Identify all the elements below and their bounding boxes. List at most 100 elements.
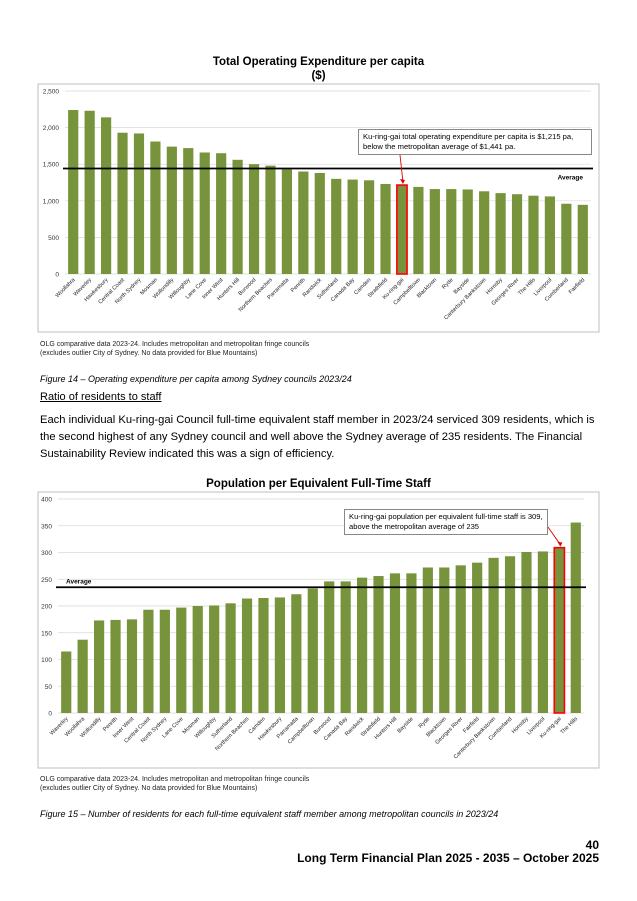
chart2-annotation-arrowhead bbox=[557, 541, 563, 547]
chart1-y-tick-label: 500 bbox=[48, 235, 59, 242]
chart1-frame bbox=[37, 83, 600, 333]
chart1-title: Total Operating Expenditure per capita bbox=[212, 56, 425, 68]
chart1-bar bbox=[314, 172, 325, 274]
chart2-bar bbox=[159, 609, 170, 713]
chart2-bar bbox=[553, 546, 566, 714]
chart2-x-tick-label: The Hills bbox=[560, 716, 580, 736]
chart2-bar bbox=[176, 607, 187, 713]
chart1-y-tick-label: 2,000 bbox=[43, 125, 60, 132]
chart2-note-2: (excludes outlier City of Sydney. No dat… bbox=[40, 785, 258, 792]
chart2-bar bbox=[241, 598, 253, 713]
chart2-bar bbox=[93, 620, 105, 713]
chart1-annotation-text: Ku-ring-gai total operating expenditure … bbox=[363, 132, 574, 151]
chart2-annotation-text: Ku-ring-gai population per equivalent fu… bbox=[349, 512, 543, 531]
chart1-bar bbox=[413, 186, 424, 274]
document-title: Long Term Financial Plan 2025 - 2035 – O… bbox=[297, 851, 599, 865]
chart2-bar bbox=[61, 651, 72, 713]
chart2-bar bbox=[209, 605, 220, 713]
chart1-bar bbox=[68, 110, 79, 274]
chart1-bar bbox=[528, 195, 539, 274]
chart2-bar bbox=[192, 606, 203, 713]
chart1-bar bbox=[380, 183, 391, 274]
chart1-bar bbox=[265, 165, 276, 274]
chart2-bar bbox=[143, 609, 154, 713]
chart2-annotation-box: Ku-ring-gai population per equivalent fu… bbox=[344, 509, 548, 535]
chart1-bar bbox=[479, 191, 490, 274]
chart2-bar bbox=[504, 556, 516, 713]
chart1-y-tick-label: 2,500 bbox=[43, 89, 60, 96]
chart2-bar bbox=[340, 581, 351, 713]
chart2-bar bbox=[472, 562, 483, 713]
chart1-bar bbox=[281, 169, 293, 274]
chart2-bar bbox=[488, 557, 499, 713]
chart2-bar bbox=[537, 551, 549, 713]
chart1-annotation-arrowhead bbox=[399, 179, 405, 185]
chart2-bar bbox=[389, 573, 401, 713]
chart1-bar bbox=[166, 146, 177, 274]
body-paragraph: Each individual Ku-ring-gai Council full… bbox=[40, 414, 595, 460]
chart1-bar bbox=[462, 189, 473, 274]
chart2-bar bbox=[77, 639, 88, 713]
chart1-bar bbox=[363, 180, 375, 274]
chart1-bar bbox=[232, 159, 243, 274]
chart2-x-tick-label: Bayside bbox=[397, 716, 415, 734]
chart1-subtitle: ($) bbox=[311, 70, 326, 82]
chart2-x-tick-label: Ryde bbox=[418, 716, 431, 729]
chart2-bar bbox=[225, 603, 236, 713]
chart1-bar bbox=[133, 133, 145, 274]
chart2-annotation-arrow bbox=[547, 526, 561, 545]
chart1-bar bbox=[117, 132, 128, 274]
chart1-bar bbox=[511, 194, 523, 274]
chart2-plot: 400350300250200150100500WaverleyWoollahr… bbox=[37, 491, 600, 769]
chart1-bar bbox=[396, 184, 408, 275]
chart1-bar bbox=[347, 179, 358, 274]
chart1-bar bbox=[429, 189, 440, 274]
chart2-y-tick-label: 150 bbox=[41, 630, 52, 637]
chart1-bar bbox=[100, 117, 112, 275]
chart2-title: Population per Equivalent Full-Time Staf… bbox=[206, 478, 431, 490]
chart1-bar bbox=[84, 110, 95, 274]
chart2-y-tick-label: 100 bbox=[41, 657, 52, 664]
chart2-bar bbox=[439, 567, 450, 713]
chart2-bar bbox=[110, 619, 121, 713]
chart1-bar bbox=[331, 178, 342, 274]
chart1-plot: 2,5002,0001,5001,0005000WoollahraWaverle… bbox=[37, 83, 600, 333]
chart1-y-tick-label: 1,000 bbox=[43, 198, 60, 205]
chart2-note-1: OLG comparative data 2023-24. Includes m… bbox=[40, 776, 310, 783]
chart1-bar bbox=[446, 189, 457, 274]
chart1-average-label: Average bbox=[558, 175, 584, 182]
chart1-bar bbox=[561, 203, 572, 274]
chart2-bar bbox=[521, 551, 532, 713]
chart1-bar bbox=[199, 152, 210, 274]
figure14-caption: Figure 14 – Operating expenditure per ca… bbox=[40, 374, 352, 384]
chart1-annotation-box: Ku-ring-gai total operating expenditure … bbox=[358, 129, 592, 155]
chart2-bar bbox=[274, 597, 286, 713]
chart2-bar bbox=[373, 576, 384, 713]
page-number: 40 bbox=[585, 838, 599, 852]
chart1-bar bbox=[495, 193, 506, 274]
chart2-frame bbox=[37, 491, 600, 769]
chart2-bar bbox=[324, 581, 335, 713]
chart1-bar bbox=[150, 141, 161, 274]
chart1-annotation-arrow bbox=[399, 154, 404, 183]
figure15-caption: Figure 15 – Number of residents for each… bbox=[40, 809, 499, 819]
chart1-y-tick-label: 1,500 bbox=[43, 162, 60, 169]
chart2-y-tick-label: 250 bbox=[41, 577, 52, 584]
chart1-y-tick-label: 0 bbox=[55, 272, 59, 279]
chart2-bar bbox=[291, 594, 302, 713]
chart2-y-tick-label: 200 bbox=[41, 604, 52, 611]
chart2-bar bbox=[570, 522, 581, 713]
chart1-bar bbox=[544, 196, 556, 274]
chart1-bar bbox=[248, 164, 260, 274]
chart1-bar bbox=[216, 153, 227, 274]
chart1-bar bbox=[577, 204, 588, 274]
chart2-y-tick-label: 350 bbox=[41, 523, 52, 530]
chart2-bar bbox=[406, 573, 417, 713]
chart1-note-2: (excludes outlier City of Sydney. No dat… bbox=[40, 350, 258, 357]
chart2-bar bbox=[307, 588, 318, 713]
chart2-bar bbox=[356, 577, 368, 713]
chart2-y-tick-label: 50 bbox=[45, 684, 53, 691]
chart2-average-label: Average bbox=[66, 578, 92, 585]
chart2-bar bbox=[126, 619, 138, 713]
chart1-note-1: OLG comparative data 2023-24. Includes m… bbox=[40, 341, 310, 348]
